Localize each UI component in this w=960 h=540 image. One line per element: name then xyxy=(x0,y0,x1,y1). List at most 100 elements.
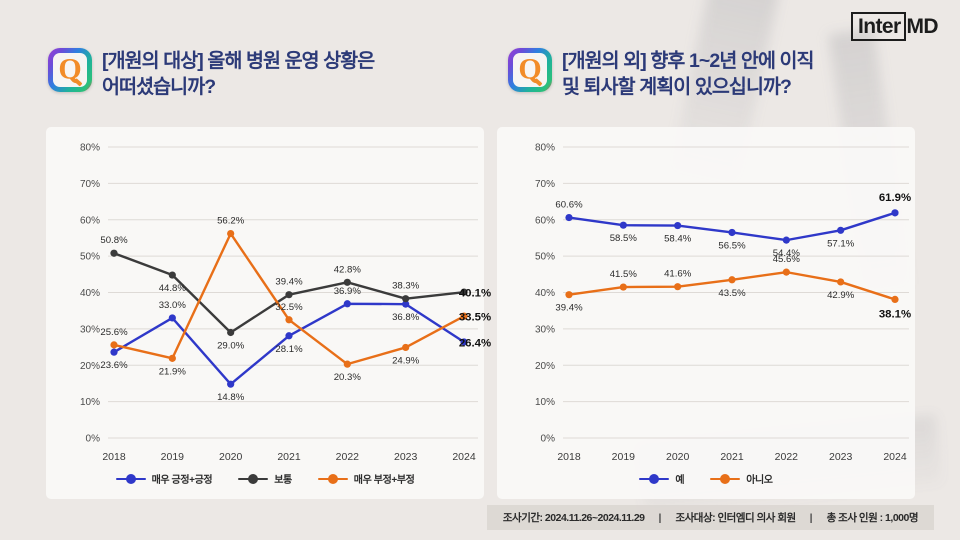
legend-swatch-icon xyxy=(710,473,741,485)
data-point xyxy=(110,348,118,356)
data-point xyxy=(565,291,573,299)
data-point xyxy=(891,295,899,304)
data-point xyxy=(837,278,845,286)
legend-swatch-icon xyxy=(639,473,670,485)
y-axis-tick: 30% xyxy=(535,324,555,335)
x-axis-tick: 2022 xyxy=(775,451,799,463)
x-axis-tick: 2018 xyxy=(557,451,581,463)
legend-swatch-icon xyxy=(317,473,348,485)
x-axis-tick: 2019 xyxy=(612,451,636,463)
data-label: 39.4% xyxy=(555,303,583,314)
data-point xyxy=(285,332,293,340)
chart-legend-job-change-plan: 예 아니오 xyxy=(497,471,915,486)
data-label: 57.1% xyxy=(827,238,855,249)
heading-right-text: [개원의 외] 향후 1~2년 안에 이직 및 퇴사할 계획이 있으십니까? xyxy=(562,50,815,98)
data-label: 24.9% xyxy=(392,355,420,366)
legend-label: 매우 부정+부정 xyxy=(353,475,415,486)
data-label: 45.6% xyxy=(773,254,801,265)
question-q-icon: Q xyxy=(48,48,92,92)
footer-separator: | xyxy=(809,511,813,524)
data-point xyxy=(402,300,410,308)
y-axis-tick: 30% xyxy=(80,324,100,335)
y-axis-tick: 70% xyxy=(80,179,100,190)
survey-target: 조사대상: 인터엠디 의사 회원 xyxy=(675,512,796,524)
y-axis-tick: 60% xyxy=(80,215,100,226)
x-axis-tick: 2018 xyxy=(102,451,126,463)
data-point xyxy=(168,271,176,279)
x-axis-tick: 2024 xyxy=(883,451,907,463)
legend-item[interactable]: 아니오 xyxy=(710,471,773,486)
y-axis-tick: 40% xyxy=(535,288,555,299)
data-point xyxy=(460,288,468,296)
x-axis-tick: 2023 xyxy=(394,451,418,463)
data-label: 41.6% xyxy=(664,269,692,280)
x-axis-tick: 2019 xyxy=(161,451,185,463)
y-axis-tick: 20% xyxy=(80,361,100,372)
footer-separator: | xyxy=(658,511,662,524)
data-point xyxy=(674,283,682,291)
data-point xyxy=(227,328,235,337)
data-label: 26.4% xyxy=(459,337,491,349)
data-point xyxy=(343,360,351,368)
legend-label: 예 xyxy=(675,475,685,486)
survey-count: 총 조사 인원 : 1,000명 xyxy=(826,512,919,524)
data-label: 36.9% xyxy=(334,286,362,297)
legend-label: 매우 긍정+긍정 xyxy=(151,475,213,486)
intermd-logo: Inter MD xyxy=(851,12,939,41)
logo-box: Inter xyxy=(851,12,906,41)
data-label: 33.0% xyxy=(159,300,187,311)
y-axis-tick: 80% xyxy=(535,143,555,154)
data-label: 58.4% xyxy=(664,234,692,245)
data-label: 61.9% xyxy=(879,192,911,204)
y-axis-tick: 70% xyxy=(535,179,555,190)
y-axis-tick: 80% xyxy=(80,143,100,154)
data-point xyxy=(728,228,736,237)
x-axis-tick: 2023 xyxy=(829,451,853,463)
data-label: 43.5% xyxy=(718,288,746,299)
data-point xyxy=(110,249,118,257)
data-point xyxy=(168,354,176,362)
data-label: 54.4% xyxy=(773,248,801,259)
data-label: 56.2% xyxy=(217,216,245,227)
data-point xyxy=(891,209,899,217)
x-axis-tick: 2021 xyxy=(277,451,301,463)
y-axis-tick: 10% xyxy=(535,397,555,408)
legend-swatch-icon xyxy=(238,473,269,485)
legend-item[interactable]: 예 xyxy=(639,471,685,486)
data-point xyxy=(460,312,468,320)
q-letter: Q xyxy=(58,53,82,86)
legend-swatch-icon xyxy=(115,473,146,485)
x-axis-tick: 2022 xyxy=(336,451,360,463)
y-axis-tick: 0% xyxy=(541,434,556,445)
heading-left: Q [개원의 대상] 올해 병원 운영 상황은 어떠셨습니까? xyxy=(48,48,488,100)
logo-inter-text: Inter xyxy=(858,15,901,38)
data-point xyxy=(110,341,118,349)
chart-legend-hospital-operation: 매우 긍정+긍정 보통 매우 부정+부정 xyxy=(46,471,484,486)
data-point xyxy=(619,283,627,291)
data-label: 40.1% xyxy=(459,288,491,300)
data-label: 50.8% xyxy=(100,235,128,246)
data-label: 25.6% xyxy=(100,327,128,338)
data-label: 60.6% xyxy=(555,200,583,211)
survey-footer: 조사기간: 2024.11.26~2024.11.29 | 조사대상: 인터엠디… xyxy=(486,505,934,530)
data-point xyxy=(782,236,790,244)
legend-label: 보통 xyxy=(274,475,292,486)
heading-left-text: [개원의 대상] 올해 병원 운영 상황은 어떠셨습니까? xyxy=(102,50,375,98)
logo-md-text: MD xyxy=(906,15,939,38)
chart-panel-hospital-operation: 0% 10% 20% 30% 40% 50% 60% 70% 80% 2018 2019 2020 20… xyxy=(46,127,491,499)
data-point xyxy=(227,229,235,238)
legend-item[interactable]: 매우 긍정+긍정 xyxy=(115,471,213,486)
data-point xyxy=(343,300,351,308)
data-label: 29.0% xyxy=(217,341,245,352)
legend-item[interactable]: 보통 xyxy=(238,471,292,486)
data-point xyxy=(782,268,790,276)
data-point xyxy=(728,276,736,284)
data-point xyxy=(402,343,410,352)
survey-period: 조사기간: 2024.11.26~2024.11.29 xyxy=(502,512,645,524)
data-label: 38.1% xyxy=(879,308,911,320)
legend-item[interactable]: 매우 부정+부정 xyxy=(317,471,415,486)
data-label: 14.8% xyxy=(217,392,245,403)
heading-right: Q [개원의 외] 향후 1~2년 안에 이직 및 퇴사할 계획이 있으십니까? xyxy=(508,48,948,100)
q-letter: Q xyxy=(518,53,542,86)
data-label: 28.1% xyxy=(275,344,303,355)
